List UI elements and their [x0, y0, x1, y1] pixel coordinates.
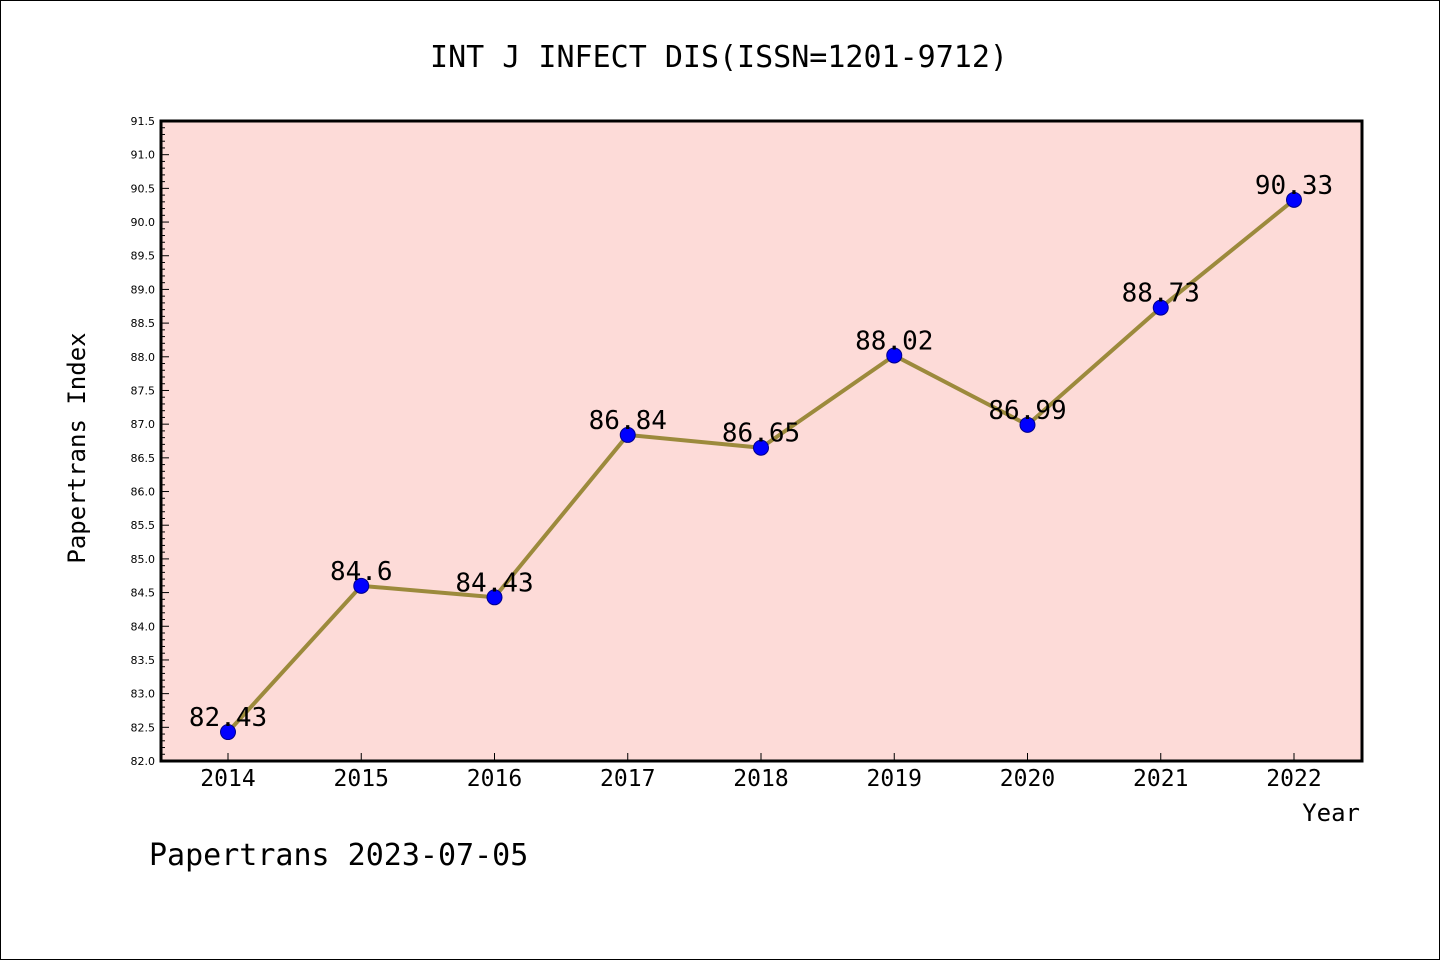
data-label: 84.43 — [455, 568, 533, 598]
data-label: 88.02 — [855, 326, 933, 356]
y-axis: 82.0 82.5 83.0 83.5 84.0 84.5 85.0 85.5 86.0 86.5… — [131, 115, 169, 768]
y-tick-label: 90.0 — [131, 216, 156, 229]
data-label: 86.84 — [589, 406, 667, 436]
data-point — [886, 347, 903, 364]
y-tick-label: 91.5 — [131, 115, 156, 128]
y-tick-label: 89.5 — [131, 250, 156, 263]
x-tick-label: 2018 — [733, 766, 788, 792]
y-axis-label: Papertrans Index — [63, 332, 91, 563]
data-label: 86.65 — [722, 419, 800, 449]
y-tick-label: 88.0 — [131, 351, 156, 364]
data-markers — [220, 191, 1302, 741]
x-tick-label: 2022 — [1266, 766, 1321, 792]
y-tick-label: 85.0 — [131, 553, 156, 566]
data-point — [220, 724, 236, 741]
x-tick-label: 2019 — [867, 766, 922, 792]
data-label: 90.33 — [1255, 171, 1333, 201]
data-label: 82.43 — [189, 703, 267, 733]
x-tick-label: 2015 — [334, 766, 389, 792]
data-point — [1152, 299, 1169, 316]
y-tick-label: 83.0 — [131, 688, 156, 701]
x-tick-label: 2020 — [1000, 766, 1055, 792]
data-label: 84.6 — [330, 557, 393, 587]
chart-title: INT J INFECT DIS(ISSN=1201-9712) — [430, 40, 1008, 75]
y-tick-label: 85.5 — [131, 519, 156, 532]
x-tick-label: 2014 — [200, 766, 255, 792]
data-point — [619, 426, 636, 443]
y-tick-label: 91.0 — [131, 149, 156, 162]
y-tick-label: 90.5 — [131, 182, 156, 195]
y-tick-label: 84.0 — [131, 620, 156, 633]
y-tick-label: 87.5 — [131, 384, 156, 397]
x-axis: 2014 2015 2016 2017 2018 2019 2020 2021 2022 — [200, 753, 1322, 792]
x-tick-label: 2017 — [600, 766, 655, 792]
data-label: 88.73 — [1122, 279, 1200, 309]
x-axis-label: Year — [1302, 799, 1360, 827]
data-point — [753, 439, 769, 456]
y-tick-label: 83.5 — [131, 654, 156, 667]
y-tick-label: 84.5 — [131, 587, 156, 600]
y-tick-label: 86.5 — [131, 452, 156, 465]
data-point — [1286, 191, 1302, 208]
y-tick-label: 82.0 — [131, 755, 156, 768]
data-point — [486, 589, 503, 606]
y-tick-label: 87.0 — [131, 418, 156, 431]
data-label: 86.99 — [988, 396, 1066, 426]
y-tick-label: 89.0 — [131, 283, 156, 296]
data-labels: 82.43 84.6 84.43 86.84 86.65 88.02 86.99 88.73 9… — [189, 171, 1333, 733]
plot-border — [159, 119, 1364, 763]
y-tick-label: 88.5 — [131, 317, 156, 330]
y-tick-label: 86.0 — [131, 486, 156, 499]
footer-text: Papertrans 2023-07-05 — [149, 838, 528, 873]
x-tick-label: 2021 — [1133, 766, 1188, 792]
data-point — [353, 577, 370, 594]
data-point — [1019, 416, 1036, 433]
y-tick-label: 82.5 — [131, 721, 156, 734]
x-tick-label: 2016 — [467, 766, 522, 792]
